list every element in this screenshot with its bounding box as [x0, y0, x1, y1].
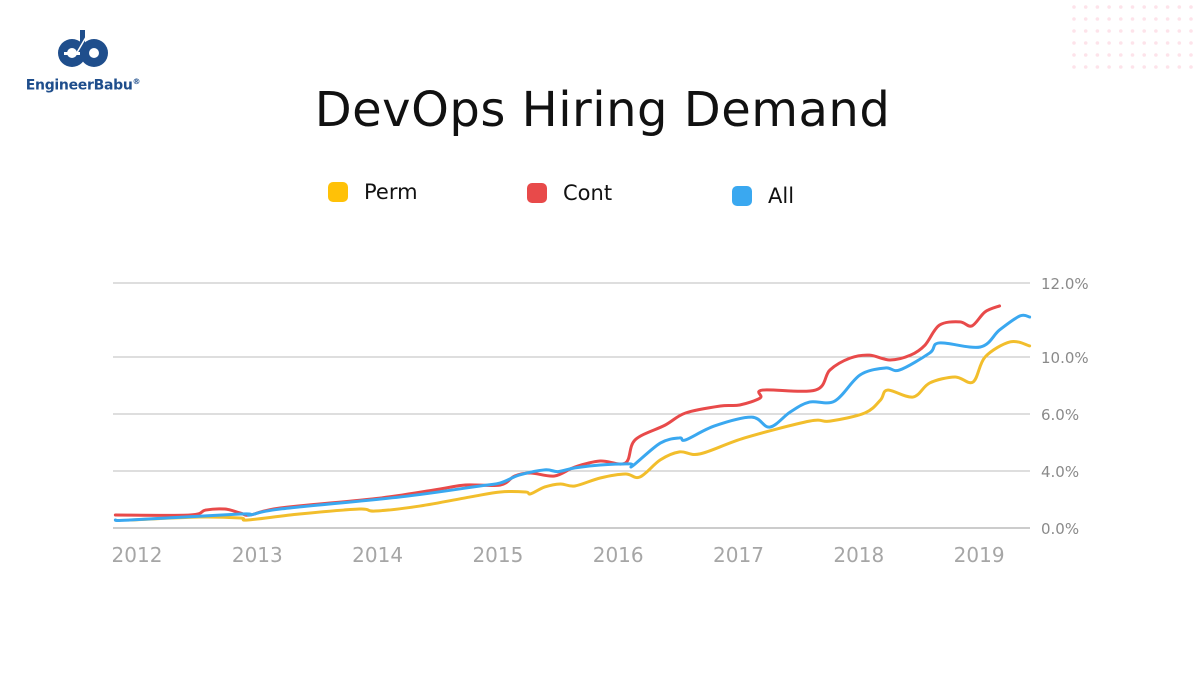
series-line-perm [128, 339, 1032, 522]
x-tick-label: 2012 [112, 543, 163, 567]
series-line-all [113, 313, 1032, 522]
legend-swatch-cont [527, 183, 547, 203]
chart-title: DevOps Hiring Demand [314, 82, 891, 138]
y-tick-label: 12.0% [1041, 275, 1089, 293]
y-tick-label: 0.0% [1041, 520, 1079, 538]
legend-label: All [768, 184, 795, 208]
brand-name: EngineerBabu® [25, 77, 141, 94]
legend-all: All [732, 184, 794, 208]
legend-swatch-all [732, 186, 752, 206]
legend-perm: Perm [328, 180, 418, 204]
legend-label: Perm [364, 180, 418, 204]
legend-cont: Cont [527, 181, 612, 205]
x-tick-label: 2016 [593, 543, 644, 567]
x-tick-label: 2019 [954, 543, 1005, 567]
x-tick-label: 2013 [232, 543, 283, 567]
eb-logo-icon [58, 30, 108, 67]
y-tick-label: 4.0% [1041, 463, 1079, 481]
brand-logo: EngineerBabu® [18, 28, 148, 94]
dot-pattern-decoration [1072, 5, 1193, 69]
x-tick-label: 2014 [352, 543, 403, 567]
legend-label: Cont [563, 181, 613, 205]
x-tick-label: 2015 [472, 543, 523, 567]
legend-swatch-perm [328, 182, 348, 202]
x-tick-label: 2018 [833, 543, 884, 567]
y-tick-label: 10.0% [1041, 349, 1089, 367]
y-tick-label: 6.0% [1041, 406, 1079, 424]
x-tick-label: 2017 [713, 543, 764, 567]
